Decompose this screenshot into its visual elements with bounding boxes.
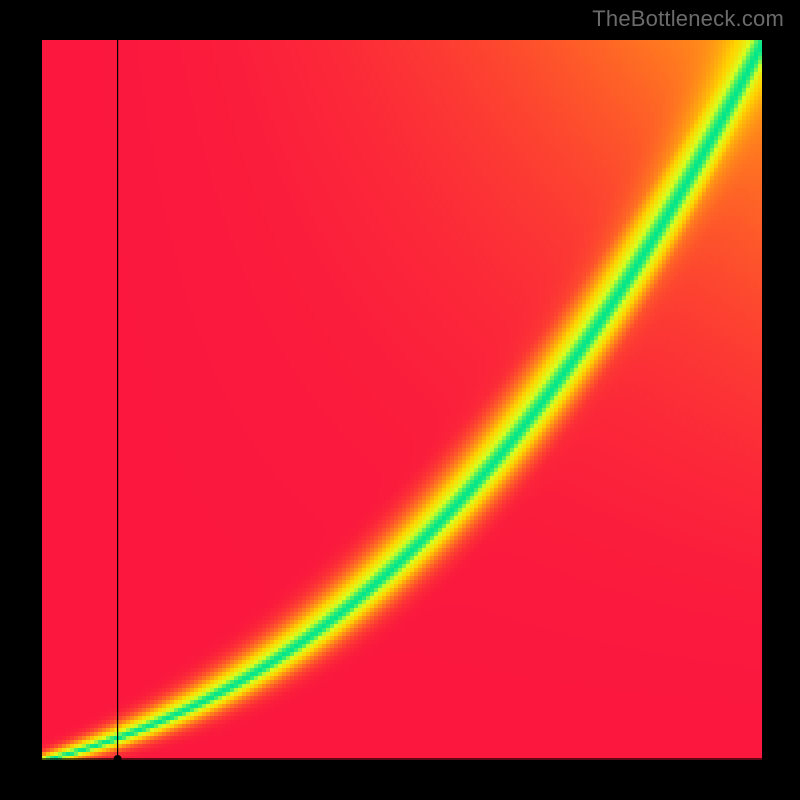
heatmap-canvas: [42, 40, 762, 760]
watermark-text: TheBottleneck.com: [592, 6, 784, 32]
plot-area: [42, 40, 762, 760]
stage: TheBottleneck.com: [0, 0, 800, 800]
